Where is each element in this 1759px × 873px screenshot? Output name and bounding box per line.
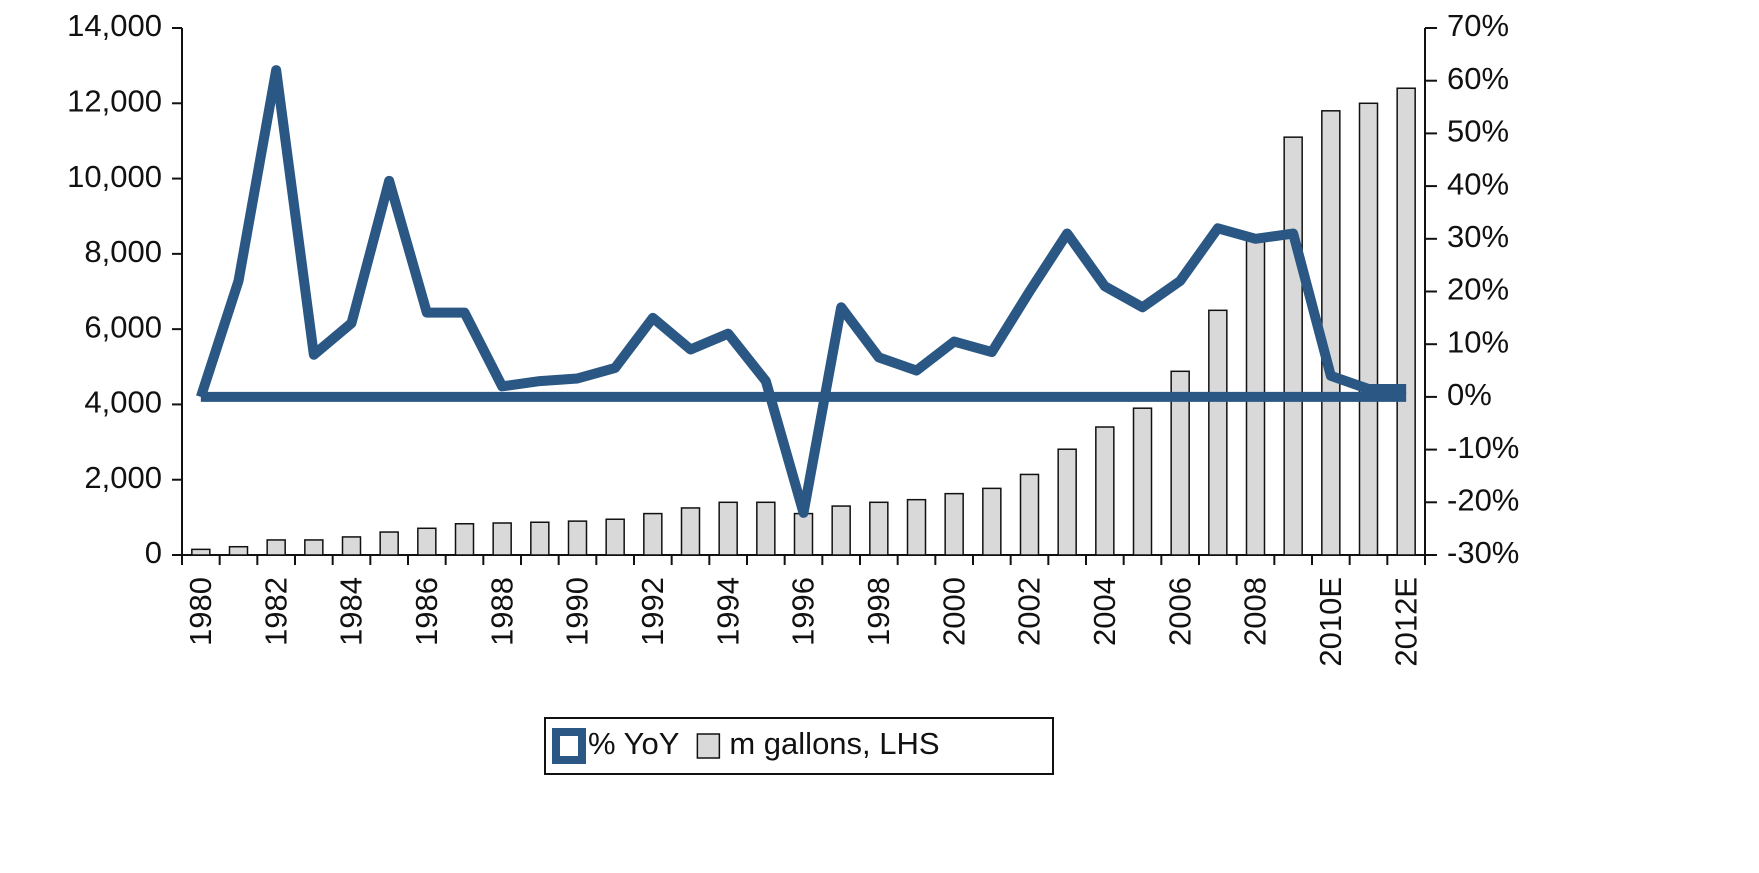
y2-tick-label: 20% bbox=[1447, 272, 1509, 307]
x-tick-label: 1988 bbox=[484, 577, 519, 646]
bar bbox=[982, 487, 1002, 556]
x-tick-label: 2000 bbox=[936, 577, 971, 646]
bar bbox=[1019, 473, 1040, 556]
bar bbox=[793, 512, 814, 556]
bar bbox=[869, 501, 889, 556]
bar bbox=[379, 531, 399, 556]
x-tick-label: 2004 bbox=[1087, 577, 1122, 646]
bar bbox=[718, 501, 738, 556]
bar bbox=[1057, 448, 1077, 556]
y2-tick-label: 30% bbox=[1447, 219, 1509, 254]
bar bbox=[944, 492, 964, 556]
bar bbox=[643, 512, 663, 556]
x-tick-label: 2012E bbox=[1388, 577, 1423, 667]
y2-tick-label: -30% bbox=[1447, 535, 1519, 570]
bar bbox=[530, 521, 550, 556]
bar bbox=[1208, 309, 1228, 556]
bar bbox=[1170, 370, 1190, 556]
bar bbox=[1283, 136, 1303, 556]
y2-tick-label: -10% bbox=[1447, 430, 1519, 465]
y2-tick-label: -20% bbox=[1447, 482, 1519, 517]
bar bbox=[228, 545, 249, 556]
x-tick-label: 1990 bbox=[560, 577, 595, 646]
x-tick-label: 2002 bbox=[1012, 577, 1047, 646]
y2-tick-label: 50% bbox=[1447, 114, 1509, 149]
legend-label: % YoY bbox=[588, 726, 679, 761]
line bbox=[196, 65, 1407, 518]
legend-label: m gallons, LHS bbox=[729, 726, 939, 761]
bar bbox=[756, 501, 776, 556]
y-tick-label: 14,000 bbox=[67, 8, 162, 43]
x-tick-label: 1992 bbox=[635, 577, 670, 646]
legend-swatch bbox=[696, 733, 721, 759]
y-tick-label: 4,000 bbox=[84, 385, 162, 420]
x-tick-label: 1996 bbox=[786, 577, 821, 646]
bar bbox=[680, 507, 701, 556]
y2-tick-label: 10% bbox=[1447, 324, 1509, 359]
y2-tick-label: 60% bbox=[1447, 61, 1509, 96]
x-tick-label: 2010E bbox=[1313, 577, 1348, 667]
bar bbox=[341, 536, 362, 556]
x-tick-label: 2006 bbox=[1162, 577, 1197, 646]
bar bbox=[831, 505, 851, 556]
bar bbox=[906, 498, 927, 556]
bar bbox=[605, 518, 625, 556]
y2-tick-label: 70% bbox=[1447, 8, 1509, 43]
y2-tick-label: 40% bbox=[1447, 166, 1509, 201]
y-tick-label: 10,000 bbox=[67, 159, 162, 194]
x-tick-label: 1986 bbox=[409, 577, 444, 646]
legend-box bbox=[544, 717, 1054, 775]
bar bbox=[567, 520, 588, 556]
x-tick-label: 1994 bbox=[710, 577, 745, 646]
y-tick-label: 2,000 bbox=[84, 460, 162, 495]
bar bbox=[454, 523, 475, 556]
y-tick-label: 12,000 bbox=[67, 83, 162, 118]
bar bbox=[492, 522, 512, 556]
legend-swatch bbox=[552, 728, 586, 764]
x-tick-label: 1984 bbox=[334, 577, 369, 646]
x-tick-label: 1998 bbox=[861, 577, 896, 646]
bar bbox=[417, 527, 437, 556]
bar bbox=[266, 539, 286, 556]
y-tick-label: 0 bbox=[145, 535, 162, 570]
bar bbox=[191, 548, 211, 556]
bar bbox=[1358, 102, 1379, 556]
x-tick-label: 2008 bbox=[1238, 577, 1273, 646]
y2-tick-label: 0% bbox=[1447, 377, 1492, 412]
x-tick-label: 1982 bbox=[258, 577, 293, 646]
x-tick-label: 1980 bbox=[183, 577, 218, 646]
bar bbox=[304, 539, 324, 556]
bar bbox=[1396, 87, 1416, 556]
bar bbox=[1132, 407, 1153, 556]
y-tick-label: 8,000 bbox=[84, 234, 162, 269]
y-tick-label: 6,000 bbox=[84, 309, 162, 344]
bar bbox=[1095, 426, 1115, 556]
